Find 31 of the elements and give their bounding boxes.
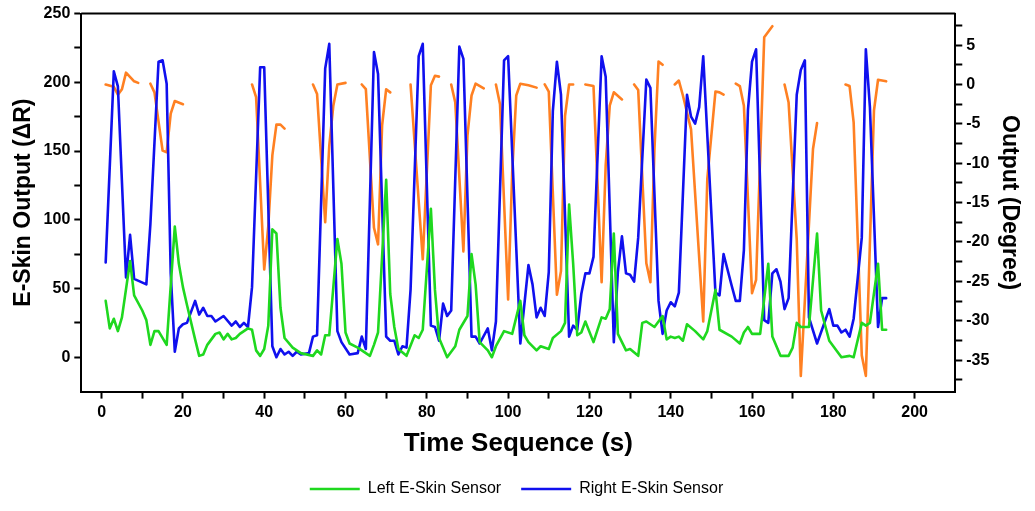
y2-tick-label: -25 xyxy=(966,271,990,289)
x-axis-title: Time Sequence (s) xyxy=(403,426,633,457)
x-tick-label: 0 xyxy=(97,402,107,420)
y-tick-label: 250 xyxy=(43,4,71,22)
legend-label: Right E-Skin Sensor xyxy=(579,479,724,497)
y2-tick-label: -10 xyxy=(966,153,990,171)
x-tick-label: 40 xyxy=(255,402,274,420)
x-tick-label: 20 xyxy=(174,402,192,420)
x-tick-label: 100 xyxy=(494,402,522,420)
x-tick-label: 80 xyxy=(417,402,436,420)
y-tick-label: 0 xyxy=(61,347,71,365)
y2-axis-title: Output (Degree) xyxy=(997,115,1024,291)
y2-tick-label: -5 xyxy=(966,114,981,132)
y-axis-title: E-Skin Output (ΔR) xyxy=(9,98,36,307)
x-tick-label: 120 xyxy=(576,402,603,420)
x-tick-label: 160 xyxy=(738,402,766,420)
x-tick-label: 180 xyxy=(819,402,847,420)
y2-tick-label: -35 xyxy=(966,350,990,368)
y-tick-label: 150 xyxy=(43,141,71,159)
y-tick-label: 50 xyxy=(52,278,71,296)
y2-tick-label: -15 xyxy=(966,193,990,211)
y-tick-label: 200 xyxy=(43,72,71,90)
x-tick-label: 200 xyxy=(901,402,929,420)
x-tick-label: 140 xyxy=(657,402,685,420)
y2-tick-label: 0 xyxy=(966,74,976,92)
y2-tick-label: 5 xyxy=(966,35,976,53)
x-tick-label: 60 xyxy=(336,402,355,420)
y2-tick-label: -30 xyxy=(966,311,990,329)
legend-label: Left E-Skin Sensor xyxy=(367,479,502,497)
y-tick-label: 100 xyxy=(43,210,71,228)
y2-tick-label: -20 xyxy=(966,232,990,250)
